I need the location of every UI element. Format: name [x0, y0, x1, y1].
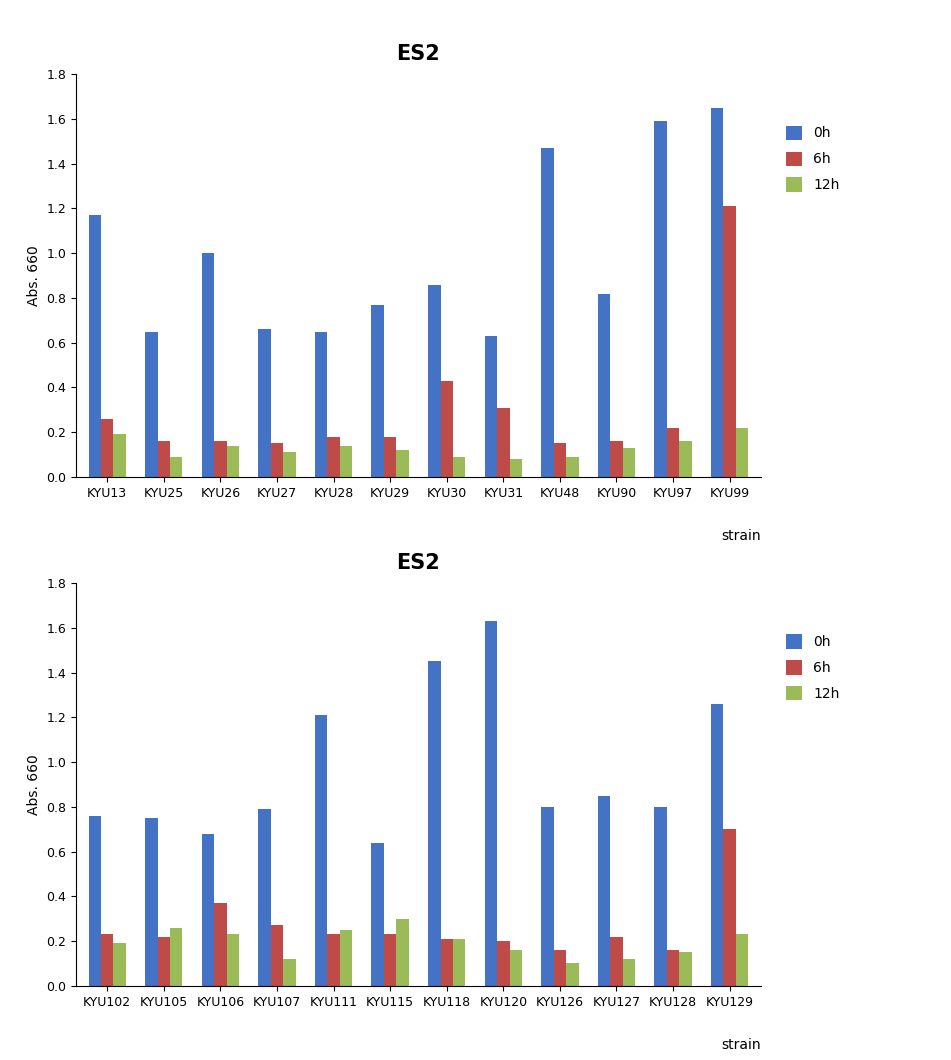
- Bar: [315, 332, 327, 477]
- Bar: [440, 939, 453, 986]
- Bar: [553, 950, 566, 986]
- Bar: [654, 807, 667, 986]
- Title: ES2: ES2: [397, 553, 440, 573]
- Bar: [440, 381, 453, 477]
- Bar: [397, 450, 409, 477]
- Bar: [101, 934, 113, 986]
- Bar: [397, 919, 409, 986]
- Bar: [170, 457, 183, 477]
- Bar: [711, 108, 724, 477]
- Bar: [679, 952, 691, 986]
- Bar: [315, 716, 327, 986]
- Bar: [453, 939, 465, 986]
- Bar: [384, 934, 397, 986]
- Bar: [667, 428, 679, 477]
- Bar: [170, 928, 183, 986]
- Bar: [327, 437, 340, 477]
- Bar: [214, 903, 226, 986]
- Bar: [226, 934, 239, 986]
- Bar: [158, 441, 170, 477]
- Bar: [384, 437, 397, 477]
- Bar: [226, 445, 239, 477]
- Bar: [327, 934, 340, 986]
- Bar: [271, 925, 283, 986]
- Bar: [113, 943, 126, 986]
- Bar: [146, 332, 158, 477]
- Bar: [541, 807, 553, 986]
- Bar: [679, 441, 691, 477]
- Legend: 0h, 6h, 12h: 0h, 6h, 12h: [782, 631, 844, 705]
- Bar: [566, 964, 578, 986]
- Bar: [113, 435, 126, 477]
- Bar: [510, 459, 522, 477]
- Bar: [623, 448, 635, 477]
- Bar: [214, 441, 226, 477]
- Bar: [202, 253, 214, 477]
- Bar: [553, 443, 566, 477]
- Bar: [611, 441, 623, 477]
- Text: strain: strain: [721, 1038, 761, 1053]
- Title: ES2: ES2: [397, 45, 440, 65]
- Bar: [497, 941, 510, 986]
- Y-axis label: Abs. 660: Abs. 660: [27, 245, 41, 306]
- Bar: [724, 207, 736, 477]
- Bar: [271, 443, 283, 477]
- Bar: [510, 950, 522, 986]
- Bar: [736, 428, 748, 477]
- Bar: [158, 937, 170, 986]
- Bar: [485, 336, 497, 477]
- Bar: [497, 408, 510, 477]
- Bar: [654, 121, 667, 477]
- Bar: [88, 816, 101, 986]
- Bar: [667, 950, 679, 986]
- Bar: [88, 215, 101, 477]
- Text: strain: strain: [721, 529, 761, 544]
- Bar: [372, 843, 384, 986]
- Legend: 0h, 6h, 12h: 0h, 6h, 12h: [782, 122, 844, 196]
- Bar: [485, 621, 497, 986]
- Bar: [611, 937, 623, 986]
- Bar: [146, 818, 158, 986]
- Bar: [541, 148, 553, 477]
- Bar: [101, 419, 113, 477]
- Bar: [724, 829, 736, 986]
- Bar: [598, 294, 611, 477]
- Bar: [428, 661, 440, 986]
- Bar: [259, 330, 271, 477]
- Bar: [372, 304, 384, 477]
- Bar: [340, 445, 352, 477]
- Y-axis label: Abs. 660: Abs. 660: [27, 754, 41, 815]
- Bar: [711, 704, 724, 986]
- Bar: [453, 457, 465, 477]
- Bar: [623, 959, 635, 986]
- Bar: [283, 453, 296, 477]
- Bar: [598, 796, 611, 986]
- Bar: [283, 959, 296, 986]
- Bar: [566, 457, 578, 477]
- Bar: [259, 809, 271, 986]
- Bar: [202, 833, 214, 986]
- Bar: [428, 284, 440, 477]
- Bar: [736, 934, 748, 986]
- Bar: [340, 930, 352, 986]
